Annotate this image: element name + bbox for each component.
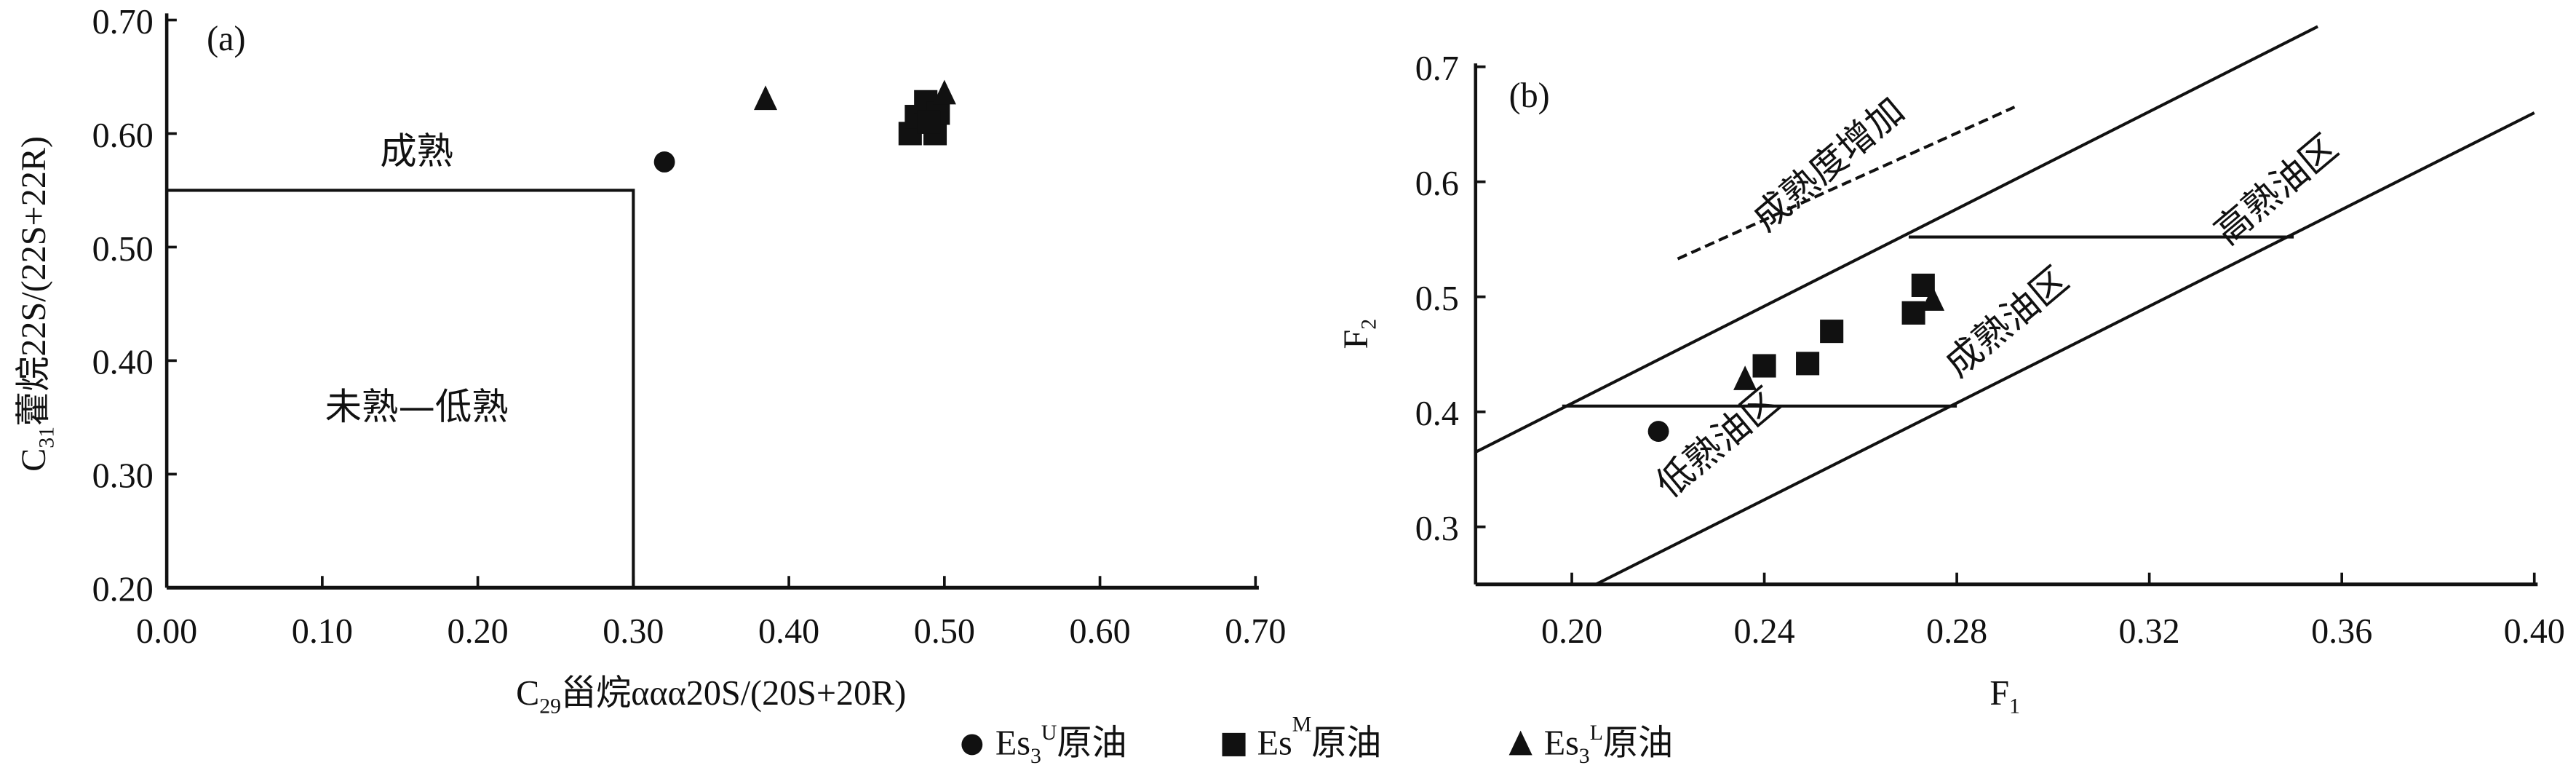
x-tick-label: 0.32 <box>2119 612 2180 651</box>
y-tick-label: 0.5 <box>1415 280 1459 318</box>
legend-sup: L <box>1590 721 1603 745</box>
panel-label: (b) <box>1509 76 1550 115</box>
legend-main: Es <box>1257 724 1292 763</box>
y-tick-label: 0.3 <box>1415 510 1459 548</box>
x-tick-label: 0.50 <box>914 612 975 651</box>
panel-label: (a) <box>207 20 245 58</box>
legend-main: Es <box>1544 724 1579 763</box>
panel-b: 0.20 0.24 0.28 0.32 0.36 0.40 0.3 0.4 0.5 0.6 0.7 (… <box>1337 25 2565 718</box>
axis-label-main: C <box>516 674 539 713</box>
data-point-triangle <box>753 85 778 111</box>
region-label: 成熟油区 <box>1936 258 2076 385</box>
data-point-square <box>1901 301 1925 325</box>
legend-item: Es3L原油 <box>1544 721 1673 768</box>
axis-label-subscript: 31 <box>34 427 58 448</box>
legend-item: EsM原油 <box>1257 713 1382 763</box>
axis-label: C29甾烷ααα20S/(20S+20R) <box>516 674 906 718</box>
axis-label-main: F <box>1337 330 1375 349</box>
region-label: 成熟 <box>380 130 453 173</box>
y-tick-label: 0.30 <box>92 457 154 496</box>
y-tick-label: 0.20 <box>92 571 154 609</box>
x-tick-label: 0.40 <box>758 612 819 651</box>
x-tick-label: 0.20 <box>1541 612 1602 651</box>
upper-boundary-line <box>1474 25 2319 454</box>
legend-sup: M <box>1292 713 1311 737</box>
x-tick-label: 0.36 <box>2311 612 2372 651</box>
axis-label-subscript: 2 <box>1356 319 1380 330</box>
data-point-square <box>1820 320 1844 344</box>
legend-suffix: 原油 <box>1057 724 1126 763</box>
panel-a: 0.00 0.10 0.20 0.30 0.40 0.50 0.60 0.70 0.20 0.30… <box>15 3 1287 718</box>
axis-label: F1 <box>1989 674 2020 718</box>
axis-label-subscript: 29 <box>539 694 561 718</box>
data-point-circle <box>653 151 675 173</box>
x-tick-label: 0.28 <box>1926 612 1987 651</box>
legend-main: Es <box>995 724 1030 763</box>
x-tick-label: 0.70 <box>1225 612 1286 651</box>
region-label: 未熟—低熟 <box>325 385 509 428</box>
x-tick-label: 0.24 <box>1733 612 1794 651</box>
legend-circle-icon <box>961 734 983 756</box>
x-tick-label: 0.30 <box>603 612 664 651</box>
y-tick-label: 0.50 <box>92 230 154 269</box>
data-point-square <box>917 110 941 134</box>
axis-label-main: C <box>15 448 53 472</box>
data-point-triangle <box>932 79 956 105</box>
x-tick-label: 0.10 <box>292 612 353 651</box>
y-tick-label: 0.60 <box>92 116 154 155</box>
data-point-square <box>1796 352 1820 376</box>
y-tick-label: 0.7 <box>1415 50 1459 88</box>
data-point-triangle <box>1921 286 1945 311</box>
axis-label-subscript: 1 <box>2009 694 2020 718</box>
axis-label: F2 <box>1337 319 1380 349</box>
x-tick-label: 0.20 <box>448 612 509 651</box>
lower-boundary-line <box>1595 111 2535 586</box>
legend-item: Es3U原油 <box>995 721 1127 768</box>
x-tick-label: 0.60 <box>1069 612 1130 651</box>
y-tick-label: 0.6 <box>1415 165 1459 203</box>
legend-triangle-icon <box>1508 730 1533 756</box>
y-tick-label: 0.40 <box>92 344 154 382</box>
y-tick-label: 0.70 <box>92 3 154 41</box>
data-point-triangle <box>1733 365 1757 390</box>
axis-label-rest: 甾烷ααα20S/(20S+20R) <box>561 674 906 713</box>
region-label: 高熟油区 <box>2206 126 2345 253</box>
legend-sub: 3 <box>1579 744 1590 768</box>
legend: Es3U原油 EsM原油 Es3L原油 <box>995 713 1673 768</box>
data-point-circle <box>1647 421 1669 443</box>
x-tick-label: 0.00 <box>136 612 197 651</box>
axis-label-main: F <box>1989 674 2009 713</box>
legend-suffix: 原油 <box>1603 724 1673 763</box>
legend-suffix: 原油 <box>1311 724 1381 763</box>
maturity-trend-dashed-line <box>1677 106 2016 261</box>
legend-sup: U <box>1041 721 1057 745</box>
region-label: 低熟油区 <box>1647 379 1787 506</box>
maturity-boundary <box>167 189 635 588</box>
axis-label: C31藿烷22S/(22S+22R) <box>15 136 58 472</box>
y-tick-label: 0.4 <box>1415 395 1459 433</box>
x-tick-label: 0.40 <box>2504 612 2565 651</box>
legend-sub: 3 <box>1030 744 1041 768</box>
legend-square-icon <box>1222 732 1246 756</box>
axis-label-rest: 藿烷22S/(22S+22R) <box>15 136 53 427</box>
data-point-square <box>1752 354 1776 378</box>
